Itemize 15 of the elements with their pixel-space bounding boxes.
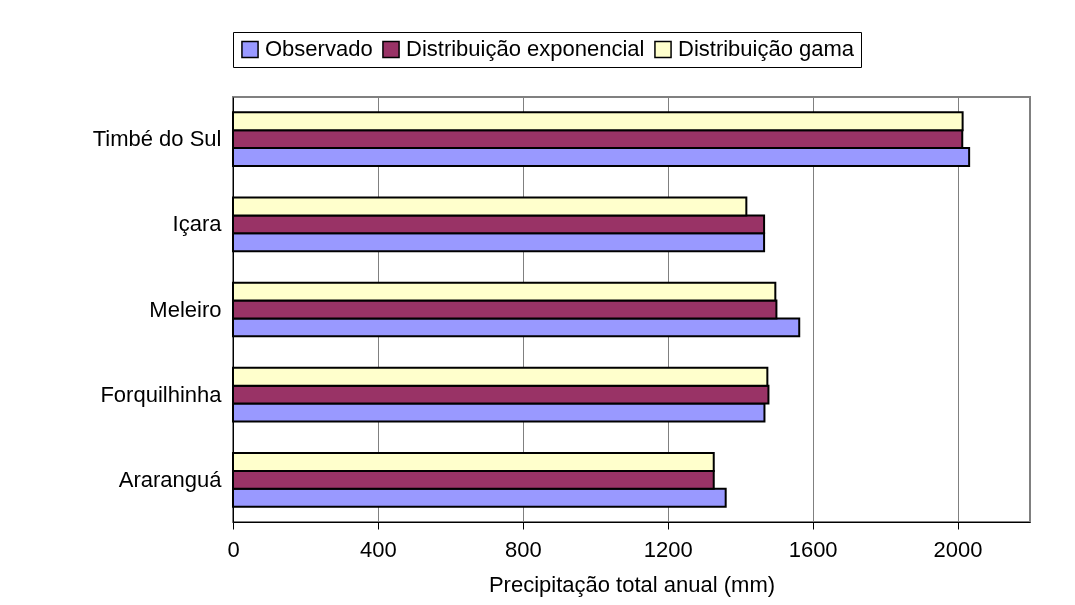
- x-tick-label: 400: [360, 536, 397, 562]
- x-tick-label: 0: [227, 536, 240, 562]
- x-tick-label: 1200: [643, 536, 693, 562]
- legend-label: Distribuição exponencial: [406, 36, 645, 62]
- y-tick-label: Timbé do Sul: [92, 126, 222, 152]
- x-tick-label: 2000: [933, 536, 983, 562]
- y-tick-label: Meleiro: [149, 296, 222, 322]
- x-tick-label: 800: [504, 536, 542, 562]
- y-tick-label: Araranguá: [118, 466, 223, 492]
- legend-label: Observado: [265, 36, 373, 62]
- y-tick-label: Içara: [172, 211, 223, 237]
- x-tick-label: 1600: [788, 536, 838, 562]
- y-tick-label: Forquilhinha: [100, 381, 223, 407]
- legend-label: Distribuição gama: [678, 36, 855, 62]
- x-axis-title: Precipitação total anual (mm): [488, 571, 776, 597]
